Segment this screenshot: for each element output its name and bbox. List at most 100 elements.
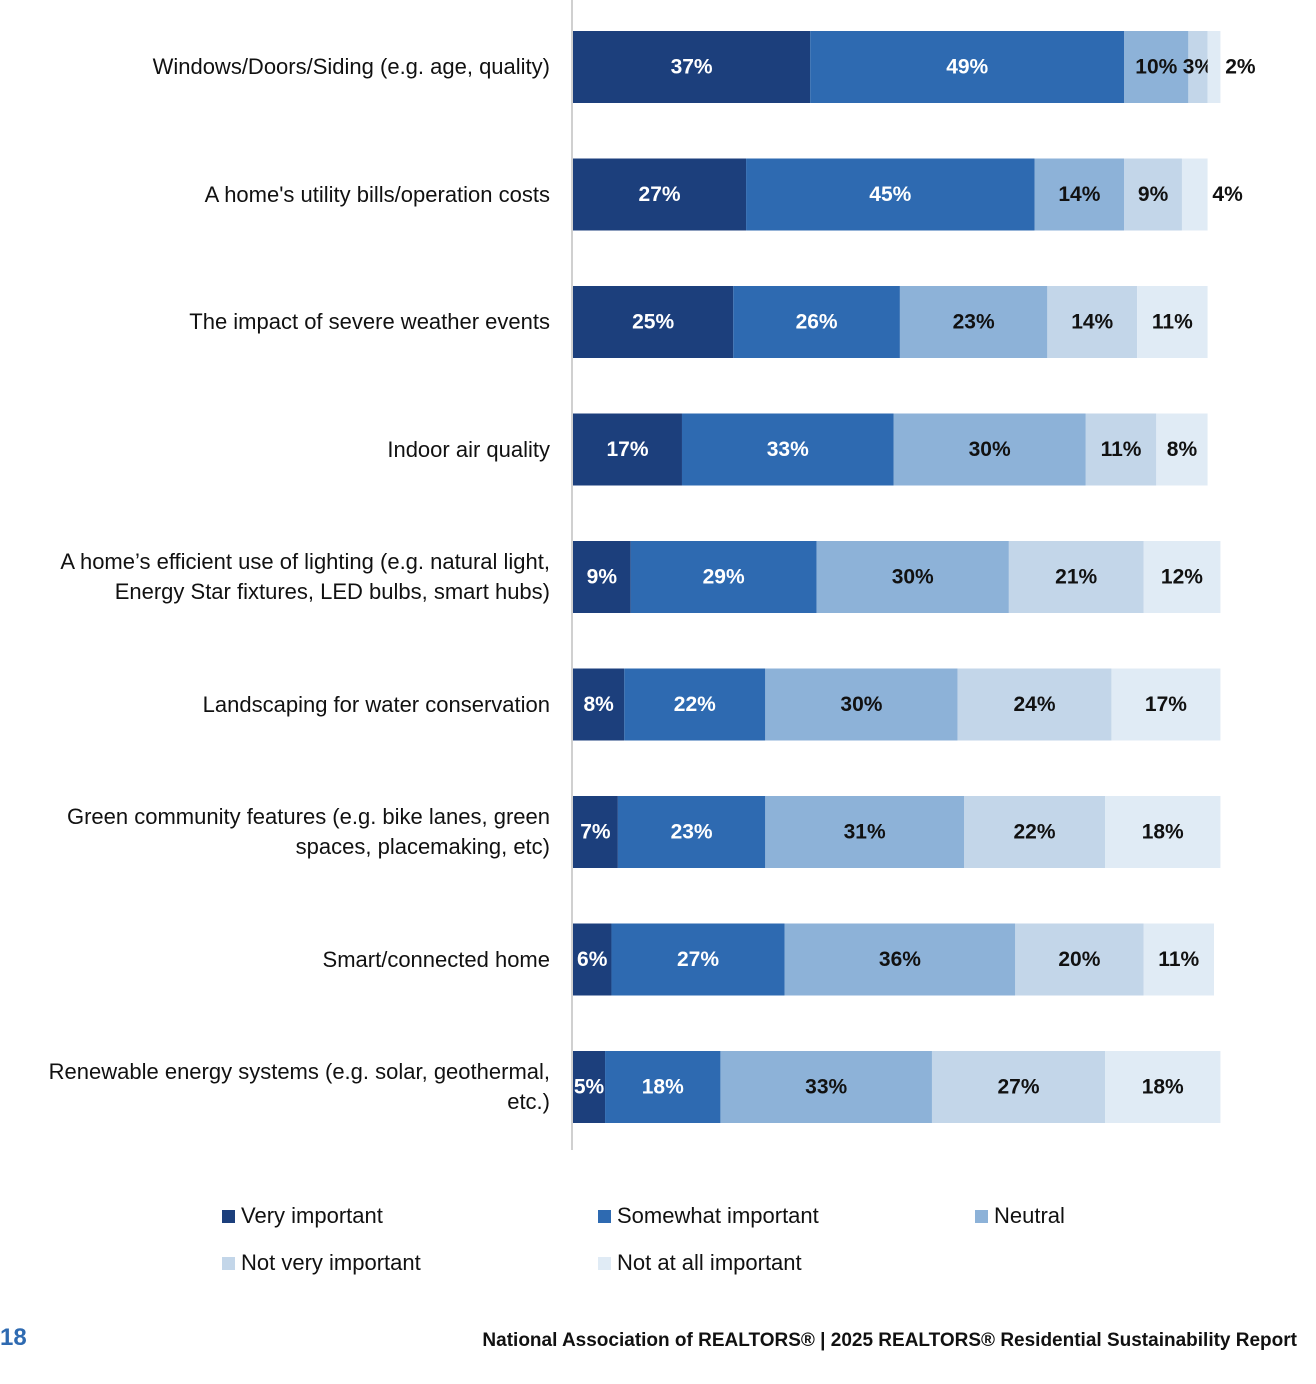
bar-segment [573, 286, 734, 358]
footer-text: National Association of REALTORS® | 2025… [482, 1330, 1297, 1351]
bar-segment [573, 541, 631, 613]
value-label: 8% [1167, 438, 1198, 461]
value-label: 25% [632, 311, 674, 334]
legend-item: Not at all important [598, 1250, 802, 1276]
bar-segment [816, 541, 1009, 613]
value-label: 11% [1101, 438, 1142, 461]
bar-segment [1047, 286, 1138, 358]
bar-segment [1105, 1051, 1221, 1123]
value-label: 18% [1142, 1076, 1184, 1099]
bar-segment [1143, 923, 1214, 996]
value-label: 2% [1225, 56, 1256, 79]
bar-segment [1124, 158, 1182, 231]
value-label: 24% [1014, 693, 1056, 716]
value-label: 6% [577, 948, 608, 971]
value-label: 20% [1058, 948, 1100, 971]
value-label: 7% [580, 821, 611, 844]
value-label: 5% [574, 1076, 605, 1099]
bar-segment [1181, 158, 1208, 231]
bar-segment [573, 1051, 606, 1123]
bar-segment [810, 31, 1125, 103]
bar-segment [931, 1051, 1106, 1123]
value-label: 33% [805, 1076, 847, 1099]
bar-segment [720, 1051, 932, 1123]
legend-label: Neutral [994, 1203, 1065, 1228]
value-label: 17% [1145, 693, 1187, 716]
category-label: Indoor air quality [387, 436, 550, 462]
legend-swatch [975, 1209, 988, 1223]
value-label: 30% [840, 693, 882, 716]
legend-item: Not very important [222, 1250, 421, 1276]
bar-segment [573, 668, 625, 741]
bar-segment [1105, 796, 1221, 868]
category-label: Landscaping for water conservation [202, 691, 550, 717]
category-label: A home’s efficient use of lighting (e.g.… [60, 549, 550, 604]
bar-segment [1034, 158, 1125, 231]
value-label: 8% [583, 693, 614, 716]
legend-item: Very important [222, 1203, 383, 1229]
category-label: Windows/Doors/Siding (e.g. age, quality) [152, 54, 550, 79]
legend-item: Neutral [975, 1203, 1065, 1229]
bar-segment [605, 1051, 721, 1123]
legend-label: Not very important [241, 1250, 421, 1275]
bar-segment [573, 796, 618, 868]
bar-segment [1156, 413, 1208, 486]
category-label: Renewable energy systems (e.g. solar, ge… [48, 1059, 550, 1114]
value-label: 45% [869, 183, 911, 206]
bar-segment [573, 413, 682, 486]
value-label: 27% [639, 183, 681, 206]
bar-segment [765, 796, 965, 868]
value-label: 33% [767, 438, 809, 461]
bar-segment [1188, 31, 1208, 103]
bar-segment [893, 413, 1086, 486]
value-label: 36% [879, 948, 921, 971]
bar-segment [784, 923, 1016, 996]
value-label: 22% [1014, 821, 1056, 844]
legend-label: Very important [241, 1203, 383, 1228]
page-number: 18 [0, 1324, 27, 1351]
value-label: 14% [1071, 311, 1113, 334]
value-label: 30% [969, 438, 1011, 461]
value-label: 14% [1058, 183, 1100, 206]
bar-segment [1207, 31, 1221, 103]
value-label: 26% [796, 311, 838, 334]
bar-segment [1085, 413, 1157, 486]
bar-segment [733, 286, 900, 358]
value-label: 21% [1055, 566, 1097, 589]
value-label: 23% [953, 311, 995, 334]
bar-segment [611, 923, 785, 996]
value-label: 4% [1212, 183, 1243, 206]
bar-segment [624, 668, 766, 741]
value-label: 37% [671, 56, 713, 79]
value-label: 29% [703, 566, 745, 589]
bar-segment [899, 286, 1048, 358]
value-label: 31% [844, 821, 886, 844]
bar-segment [957, 668, 1112, 741]
bar-segment [746, 158, 1035, 231]
bar-segment [1124, 31, 1189, 103]
value-label: 12% [1161, 566, 1203, 589]
bar-segment [573, 923, 612, 996]
value-label: 30% [892, 566, 934, 589]
value-label: 27% [677, 948, 719, 971]
value-label: 3% [1183, 56, 1214, 79]
category-label: Green community features (e.g. bike lane… [66, 804, 550, 859]
value-label: 18% [1142, 821, 1184, 844]
value-label: 27% [997, 1076, 1039, 1099]
bar-segment [1015, 923, 1144, 996]
bar-segment [573, 158, 747, 231]
value-label: 23% [671, 821, 713, 844]
legend-swatch [598, 1256, 611, 1270]
value-label: 49% [946, 56, 988, 79]
value-label: 9% [587, 566, 618, 589]
bar-segment [1143, 541, 1221, 613]
value-label: 11% [1152, 311, 1193, 334]
legend-label: Not at all important [617, 1250, 802, 1275]
legend-item: Somewhat important [598, 1203, 819, 1229]
category-label: A home's utility bills/operation costs [204, 181, 550, 207]
value-label: 22% [674, 693, 716, 716]
legend-swatch [598, 1209, 611, 1223]
bar-segment [617, 796, 766, 868]
